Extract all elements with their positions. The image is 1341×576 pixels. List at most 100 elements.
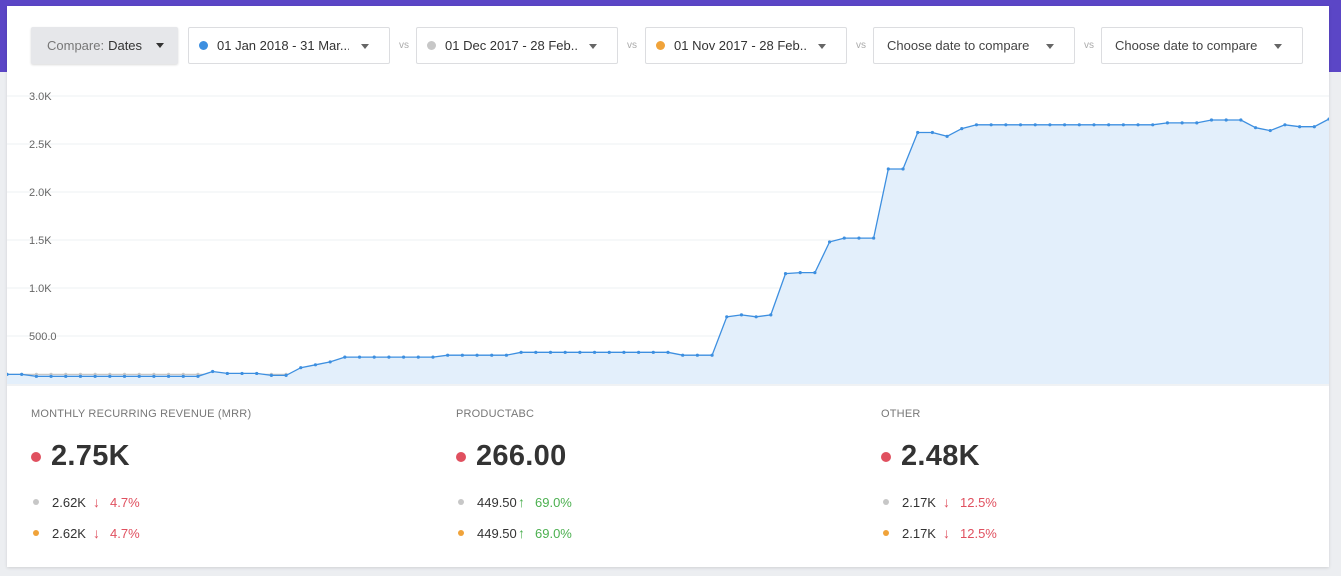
data-point[interactable] [842, 236, 846, 240]
data-point[interactable] [695, 353, 699, 357]
data-point[interactable] [798, 271, 802, 275]
data-point[interactable] [725, 315, 729, 319]
mrr-line-chart[interactable]: 500.0 1.0K 1.5K 2.0K 2.5K 3.0K [7, 86, 1329, 386]
data-point[interactable] [548, 350, 553, 354]
data-point[interactable] [534, 350, 538, 354]
data-point[interactable] [1209, 118, 1214, 122]
data-point[interactable] [269, 373, 273, 377]
data-point[interactable] [1253, 126, 1258, 130]
data-point[interactable] [122, 374, 127, 378]
data-point[interactable] [1033, 123, 1037, 127]
data-point[interactable] [255, 371, 259, 376]
data-point[interactable] [1004, 123, 1008, 127]
data-point[interactable] [872, 236, 876, 240]
data-point[interactable] [563, 350, 567, 354]
data-point[interactable] [343, 355, 347, 359]
data-point[interactable] [20, 372, 24, 376]
data-point[interactable] [1195, 121, 1199, 125]
data-point[interactable] [475, 353, 479, 357]
data-point[interactable] [166, 374, 171, 378]
data-point[interactable] [299, 366, 303, 370]
compare-mode-button[interactable]: Compare: Dates [31, 27, 178, 64]
data-point[interactable] [490, 353, 494, 357]
data-point[interactable] [754, 315, 758, 319]
data-point[interactable] [930, 130, 935, 135]
data-point[interactable] [813, 271, 817, 275]
data-point[interactable] [666, 350, 670, 354]
data-point[interactable] [357, 355, 362, 359]
data-point[interactable] [637, 350, 641, 354]
data-point[interactable] [622, 350, 626, 354]
data-point[interactable] [7, 372, 9, 376]
data-point[interactable] [1165, 121, 1170, 125]
date-range-select-5[interactable]: Choose date to compare [1101, 27, 1303, 64]
data-point[interactable] [137, 374, 141, 378]
data-point[interactable] [284, 373, 288, 377]
data-point[interactable] [519, 350, 523, 354]
data-point[interactable] [211, 369, 215, 374]
data-point[interactable] [34, 374, 38, 378]
data-point[interactable] [328, 360, 332, 364]
data-point[interactable] [769, 313, 773, 317]
data-point[interactable] [416, 355, 420, 359]
data-point[interactable] [1151, 123, 1155, 127]
data-point[interactable] [1312, 125, 1316, 129]
comparison-value: 449.50 [477, 494, 517, 510]
data-point[interactable] [387, 355, 391, 359]
data-point[interactable] [152, 374, 156, 378]
data-point[interactable] [78, 374, 83, 378]
date-range-select-1[interactable]: 01 Jan 2018 - 31 Mar... [188, 27, 390, 64]
date-range-select-3[interactable]: 01 Nov 2017 - 28 Feb... [645, 27, 847, 64]
data-point[interactable] [1092, 123, 1096, 127]
date-range-select-4[interactable]: Choose date to compare [873, 27, 1075, 64]
data-point[interactable] [974, 123, 979, 127]
data-point[interactable] [49, 374, 53, 378]
data-point[interactable] [225, 371, 229, 376]
data-point[interactable] [901, 167, 905, 171]
data-point[interactable] [240, 371, 244, 376]
data-point[interactable] [1107, 123, 1111, 127]
data-point[interactable] [960, 127, 964, 131]
data-point[interactable] [1063, 123, 1067, 127]
date-range-select-2[interactable]: 01 Dec 2017 - 28 Feb... [416, 27, 618, 64]
data-point[interactable] [196, 374, 200, 378]
data-point[interactable] [945, 134, 949, 138]
data-point[interactable] [446, 353, 450, 357]
data-point[interactable] [1298, 125, 1302, 129]
data-point[interactable] [592, 350, 597, 354]
data-point[interactable] [504, 353, 509, 357]
data-point[interactable] [989, 123, 993, 127]
data-point[interactable] [1048, 123, 1052, 127]
data-point[interactable] [1283, 123, 1287, 127]
data-point[interactable] [460, 353, 464, 357]
data-point[interactable] [783, 272, 788, 276]
data-point[interactable] [1077, 123, 1081, 127]
data-point[interactable] [1018, 123, 1023, 127]
series-color-dot [883, 499, 889, 505]
data-point[interactable] [578, 350, 582, 354]
data-point[interactable] [1121, 123, 1125, 127]
data-point[interactable] [64, 374, 68, 378]
data-point[interactable] [651, 350, 655, 354]
data-point[interactable] [1224, 118, 1228, 122]
data-point[interactable] [1327, 117, 1329, 121]
data-point[interactable] [710, 353, 714, 357]
data-point[interactable] [607, 350, 611, 354]
data-point[interactable] [431, 355, 435, 359]
data-point[interactable] [827, 240, 832, 244]
data-point[interactable] [1136, 123, 1140, 127]
data-point[interactable] [916, 130, 920, 135]
data-point[interactable] [402, 355, 406, 359]
data-point[interactable] [857, 236, 861, 240]
data-point[interactable] [1180, 121, 1184, 125]
data-point[interactable] [108, 374, 112, 378]
data-point[interactable] [739, 313, 744, 317]
data-point[interactable] [886, 167, 890, 171]
data-point[interactable] [681, 353, 685, 357]
data-point[interactable] [181, 374, 185, 378]
data-point[interactable] [313, 363, 318, 367]
data-point[interactable] [93, 374, 97, 378]
data-point[interactable] [372, 355, 376, 359]
data-point[interactable] [1268, 128, 1272, 133]
data-point[interactable] [1239, 118, 1243, 122]
